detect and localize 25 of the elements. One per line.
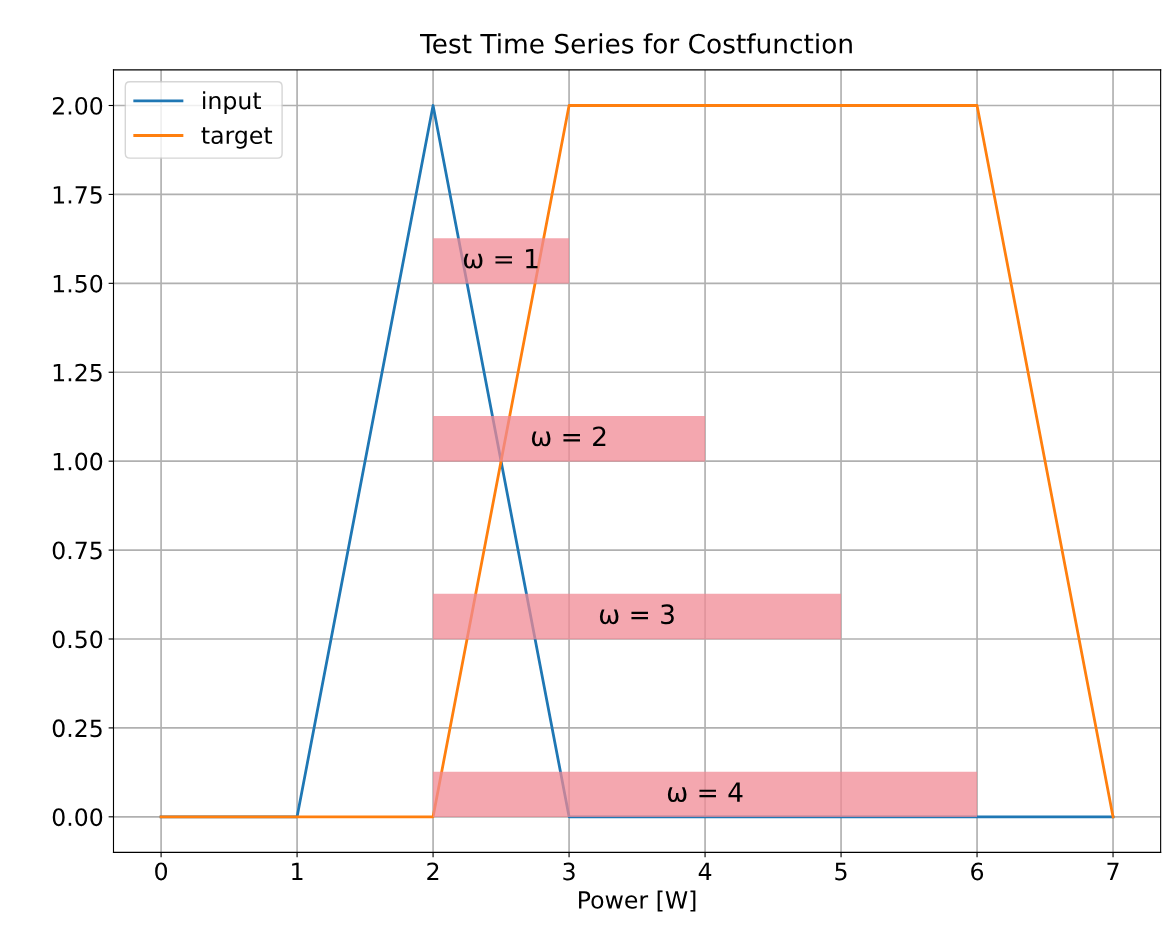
x-tick-label: 5 [835,862,847,881]
y-tick-label: 0.50 [52,630,103,649]
x-axis-title: Power [W] [579,890,696,912]
legend-label: input [203,91,262,115]
y-tick-label: 1.75 [53,186,102,204]
band-label: ω = 1 [463,248,538,269]
x-tick-label: 7 [1107,862,1119,881]
y-tick-label: 1.25 [53,363,102,382]
x-tick-label: 4 [698,862,712,881]
band-label: ω = 3 [599,604,674,625]
y-tick-label: 1.50 [53,274,103,293]
y-tick-label: 0.00 [52,808,103,827]
chart-title: Test Time Series for Costfunction [420,33,852,54]
band-label: ω = 2 [531,426,606,447]
y-tick-label: 0.25 [52,719,102,738]
x-tick-label: 0 [155,862,168,881]
x-tick-label: 2 [427,862,439,881]
x-tick-label: 1 [292,862,303,881]
legend-label: target [201,127,273,149]
y-tick-label: 0.75 [52,541,102,560]
x-tick-label: 3 [563,862,575,881]
x-tick-label: 6 [971,862,984,881]
y-tick-label: 2.00 [52,96,103,115]
y-tick-label: 1.00 [53,452,103,471]
band-label: ω = 4 [667,782,743,803]
